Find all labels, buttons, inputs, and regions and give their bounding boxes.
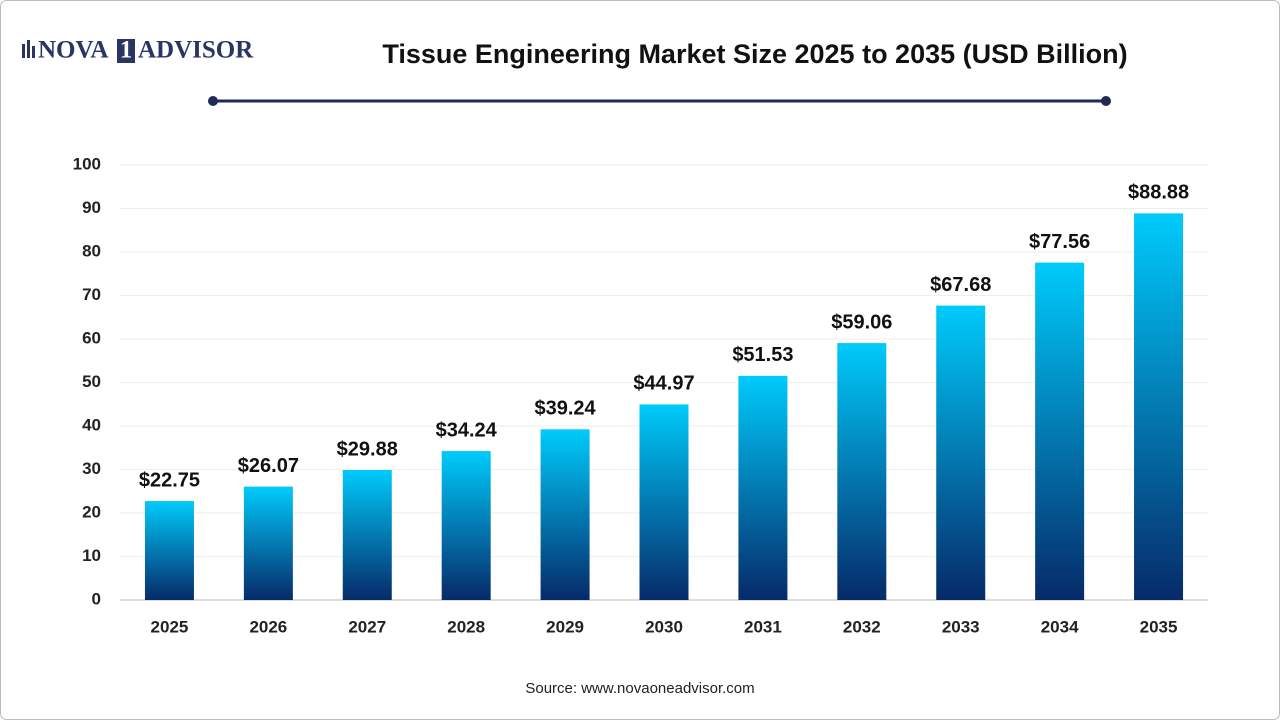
value-label: $39.24: [535, 398, 597, 420]
y-tick-label: 40: [82, 415, 101, 434]
y-tick-label: 10: [82, 546, 101, 565]
brand-right: ADVISOR: [138, 37, 254, 64]
value-label: $77.56: [1029, 231, 1090, 253]
bar: [1134, 213, 1184, 600]
bar: [837, 343, 887, 600]
value-label: $51.53: [732, 344, 793, 366]
bar: [540, 429, 590, 600]
y-tick-label: 50: [82, 372, 101, 391]
brand-number: 1: [120, 37, 133, 64]
bar: [441, 451, 491, 600]
x-tick-label: 2028: [447, 617, 485, 636]
x-tick-label: 2035: [1140, 617, 1178, 636]
y-tick-label: 30: [82, 459, 101, 478]
bar: [738, 375, 788, 600]
value-label: $59.06: [831, 311, 892, 333]
x-tick-label: 2027: [348, 617, 386, 636]
x-tick-label: 2029: [546, 617, 584, 636]
value-label: $22.75: [139, 469, 200, 491]
bar: [144, 501, 194, 600]
value-label: $88.88: [1128, 182, 1189, 204]
brand-box: [117, 39, 135, 63]
y-tick-label: 90: [82, 198, 101, 217]
x-tick-label: 2030: [645, 617, 683, 636]
bar: [639, 404, 689, 600]
y-tick-label: 80: [82, 241, 101, 260]
rule-dot: [1101, 96, 1111, 106]
bar: [243, 486, 293, 600]
y-tick-label: 70: [82, 285, 101, 304]
x-tick-label: 2031: [744, 617, 782, 636]
x-tick-label: 2026: [249, 617, 287, 636]
x-tick-label: 2032: [843, 617, 881, 636]
y-tick-label: 20: [82, 502, 101, 521]
y-tick-label: 60: [82, 328, 101, 347]
value-label: $34.24: [436, 419, 498, 441]
value-label: $67.68: [930, 274, 991, 296]
chart-title: Tissue Engineering Market Size 2025 to 2…: [382, 39, 1127, 69]
logo: NOVA 1 ADVISOR: [22, 37, 254, 64]
value-label: $44.97: [633, 373, 694, 395]
value-label: $29.88: [337, 438, 398, 460]
bar: [1035, 262, 1085, 600]
bar: [936, 305, 986, 600]
x-tick-label: 2025: [151, 617, 189, 636]
y-tick-label: 100: [73, 154, 101, 173]
source: Source: www.novaoneadvisor.com: [525, 680, 754, 697]
rule-dot: [208, 96, 218, 106]
value-label: $26.07: [238, 455, 299, 477]
y-tick-label: 0: [92, 589, 101, 608]
bar: [342, 470, 392, 600]
brand-left: NOVA: [38, 37, 108, 64]
x-tick-label: 2033: [942, 617, 980, 636]
x-tick-label: 2034: [1041, 617, 1079, 636]
